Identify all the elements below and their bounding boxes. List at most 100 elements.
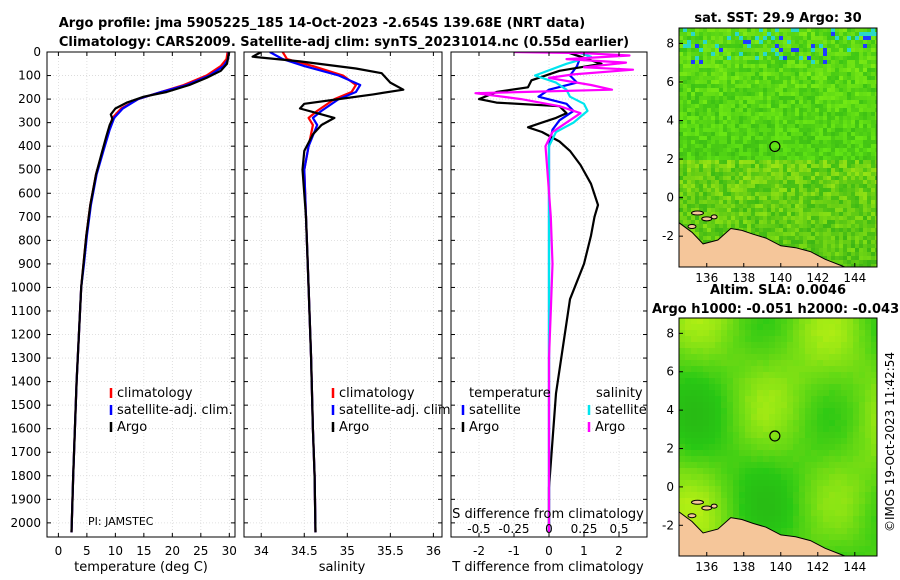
map-cell: [847, 402, 853, 408]
map-cell: [783, 64, 787, 68]
map-cell: [755, 56, 759, 60]
map-cell: [851, 228, 855, 232]
map-cell: [871, 366, 877, 372]
map-cell: [791, 168, 795, 172]
map-cell: [859, 228, 863, 232]
map-cell: [771, 208, 775, 212]
map-cell: [687, 52, 691, 56]
map-cell: [727, 204, 731, 208]
map-cell: [763, 28, 767, 32]
map-cell: [699, 52, 703, 56]
map-cell: [709, 462, 715, 468]
map-cell: [875, 160, 877, 164]
map-cell: [839, 104, 843, 108]
map-cell: [791, 156, 795, 160]
map-cell: [787, 468, 793, 474]
map-cell: [743, 64, 747, 68]
map-cell: [723, 108, 727, 112]
map-cell: [799, 318, 805, 324]
map-cell: [783, 88, 787, 92]
map-cell: [703, 220, 707, 224]
map-cell: [817, 366, 823, 372]
map-cell: [841, 390, 847, 396]
map-cell: [807, 168, 811, 172]
map-cell: [783, 136, 787, 140]
map-cell: [747, 108, 751, 112]
map-cell: [679, 164, 683, 168]
map-cell: [707, 152, 711, 156]
map-cell: [727, 504, 733, 510]
map-cell: [853, 462, 859, 468]
map-cell: [739, 468, 745, 474]
map-cell: [745, 342, 751, 348]
map-cell: [865, 342, 871, 348]
map-cell: [683, 40, 687, 44]
map-cell: [831, 68, 835, 72]
map-cell: [851, 180, 855, 184]
map-cell: [827, 32, 831, 36]
map-cell: [811, 104, 815, 108]
map-cell: [715, 492, 721, 498]
map-cell: [703, 192, 707, 196]
map-cell: [683, 68, 687, 72]
map-cell: [829, 414, 835, 420]
map-cell: [823, 224, 827, 228]
map-cell: [679, 160, 683, 164]
map-cell: [823, 240, 827, 244]
map-cell: [739, 160, 743, 164]
series-line-argo: [251, 52, 405, 533]
map-cell: [709, 390, 715, 396]
map-cell: [771, 56, 775, 60]
map-cell: [745, 408, 751, 414]
map-cell: [703, 208, 707, 212]
map-cell: [747, 72, 751, 76]
map-cell: [731, 164, 735, 168]
map-cell: [751, 64, 755, 68]
map-cell: [715, 80, 719, 84]
map-cell: [811, 148, 815, 152]
map-cell: [859, 420, 865, 426]
map-cell: [719, 224, 723, 228]
map-cell: [759, 116, 763, 120]
map-cell: [819, 76, 823, 80]
map-cell: [775, 152, 779, 156]
map-cell: [855, 208, 859, 212]
map-cell: [727, 160, 731, 164]
map-cell: [703, 164, 707, 168]
map-cell: [799, 240, 803, 244]
map-cell: [811, 128, 815, 132]
map-cell: [763, 60, 767, 64]
map-cell: [679, 348, 685, 354]
map-cell: [751, 128, 755, 132]
map-cell: [727, 168, 731, 172]
map-cell: [799, 180, 803, 184]
map-cell: [723, 88, 727, 92]
map-cell: [847, 68, 851, 72]
map-cell: [811, 164, 815, 168]
map-cell: [727, 72, 731, 76]
map-cell: [719, 220, 723, 224]
map-cell: [687, 60, 691, 64]
map-cell: [803, 36, 807, 40]
map-cell: [747, 144, 751, 148]
map-cell: [733, 330, 739, 336]
map-cell: [747, 208, 751, 212]
map-cell: [811, 28, 815, 32]
map-cell: [823, 96, 827, 100]
map-cell: [871, 390, 877, 396]
map-cell: [793, 528, 799, 534]
map-cell: [815, 100, 819, 104]
map-cell: [751, 372, 757, 378]
map-cell: [703, 390, 709, 396]
map-cell: [775, 366, 781, 372]
map-cell: [791, 224, 795, 228]
map-cell: [759, 68, 763, 72]
map-cell: [871, 252, 875, 256]
map-cell: [799, 456, 805, 462]
map-cell: [811, 208, 815, 212]
map-cell: [751, 76, 755, 80]
map-cell: [743, 192, 747, 196]
map-cell: [703, 510, 709, 516]
map-cell: [781, 462, 787, 468]
